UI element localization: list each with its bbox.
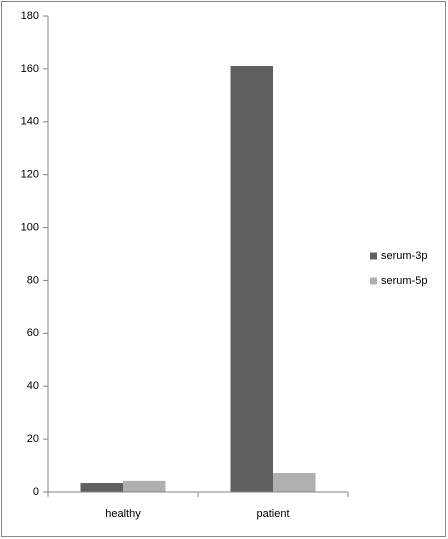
y-tick-label: 100 — [21, 221, 39, 233]
x-tick-label: healthy — [105, 508, 141, 520]
y-tick-label: 0 — [33, 486, 39, 498]
bar — [123, 480, 166, 492]
bar — [80, 483, 123, 492]
y-tick-label: 180 — [21, 10, 39, 22]
x-tick-label: patient — [256, 508, 289, 520]
legend-label: serum-5p — [381, 275, 427, 287]
y-tick-label: 80 — [27, 274, 39, 286]
y-tick-label: 140 — [21, 116, 39, 128]
y-tick-label: 120 — [21, 169, 39, 181]
y-tick-label: 60 — [27, 327, 39, 339]
legend-swatch — [370, 277, 377, 285]
y-tick-label: 160 — [21, 63, 39, 75]
bar — [273, 472, 316, 492]
bar — [230, 65, 273, 492]
y-tick-label: 40 — [27, 380, 39, 392]
y-tick-label: 20 — [27, 433, 39, 445]
legend-swatch — [370, 252, 377, 260]
legend-label: serum-3p — [381, 250, 427, 262]
